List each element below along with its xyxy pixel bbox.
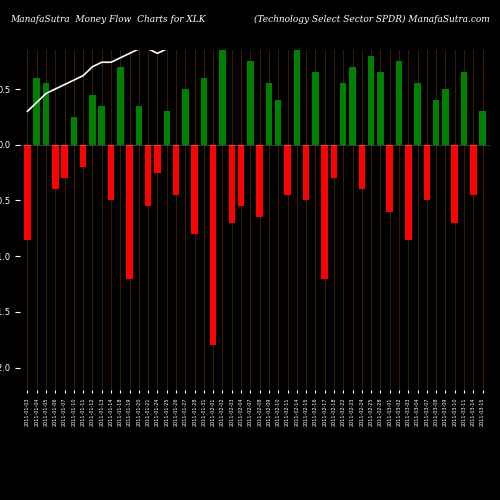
Bar <box>238 145 244 206</box>
Bar <box>98 106 105 145</box>
Bar <box>460 72 467 145</box>
Bar <box>62 145 68 178</box>
Bar <box>377 72 384 145</box>
Bar <box>284 145 291 195</box>
Bar <box>164 112 170 145</box>
Bar <box>228 145 235 223</box>
Bar <box>219 44 226 145</box>
Bar <box>396 61 402 145</box>
Bar <box>442 89 448 145</box>
Bar <box>386 145 393 212</box>
Bar <box>136 106 142 145</box>
Text: (Technology Select Sector SPDR) ManafaSutra.com: (Technology Select Sector SPDR) ManafaSu… <box>254 15 490 24</box>
Bar <box>294 50 300 145</box>
Bar <box>247 61 254 145</box>
Bar <box>70 117 77 145</box>
Bar <box>108 145 114 201</box>
Bar <box>145 145 152 206</box>
Bar <box>303 145 310 201</box>
Bar <box>126 145 133 278</box>
Bar <box>322 145 328 278</box>
Bar <box>24 145 30 240</box>
Bar <box>368 56 374 145</box>
Bar <box>424 145 430 201</box>
Text: ManafaSutra  Money Flow  Charts for XLK: ManafaSutra Money Flow Charts for XLK <box>10 15 205 24</box>
Bar <box>34 78 40 145</box>
Bar <box>470 145 476 195</box>
Bar <box>117 66 123 145</box>
Bar <box>312 72 318 145</box>
Bar <box>80 145 86 167</box>
Bar <box>330 145 337 178</box>
Bar <box>200 78 207 145</box>
Bar <box>192 145 198 234</box>
Bar <box>405 145 411 240</box>
Bar <box>433 100 440 145</box>
Bar <box>89 94 96 145</box>
Bar <box>350 66 356 145</box>
Bar <box>414 84 421 145</box>
Bar <box>182 89 188 145</box>
Bar <box>173 145 180 195</box>
Bar <box>210 145 216 346</box>
Bar <box>154 145 160 172</box>
Bar <box>452 145 458 223</box>
Bar <box>43 84 50 145</box>
Bar <box>358 145 365 190</box>
Bar <box>340 84 346 145</box>
Bar <box>52 145 59 190</box>
Bar <box>480 112 486 145</box>
Bar <box>256 145 263 217</box>
Bar <box>266 84 272 145</box>
Bar <box>275 100 281 145</box>
